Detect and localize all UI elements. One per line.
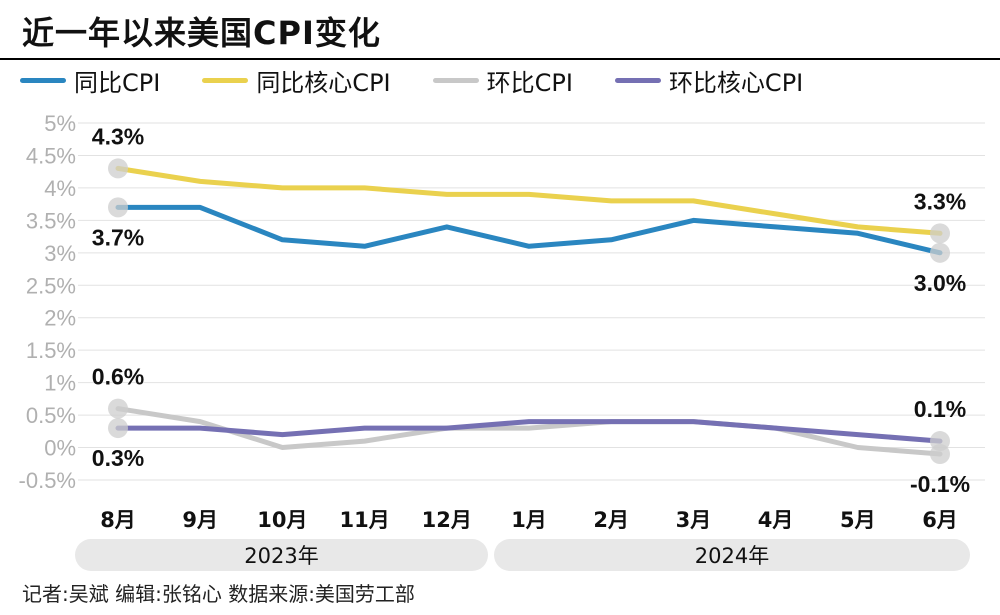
year-label-2023: 2023年 (75, 539, 488, 571)
y-tick-label: 1.5% (26, 338, 76, 363)
x-tick-label: 2月 (593, 508, 629, 532)
legend-item-yoy-cpi: 同比CPI (20, 63, 160, 98)
y-tick-label: 4.5% (26, 143, 76, 168)
data-label: 3.7% (92, 224, 144, 250)
series-line-3 (115, 419, 943, 444)
data-point-marker (108, 398, 128, 419)
x-tick-label: 5月 (840, 508, 876, 532)
legend-swatch (20, 77, 66, 83)
legend-swatch (614, 77, 661, 83)
chart-title: 近一年以来美国CPI变化 (22, 14, 381, 52)
y-tick-label: 0.5% (26, 403, 76, 428)
legend-item-mom-core-cpi: 环比核心CPI (614, 63, 804, 98)
y-tick-label: 5% (44, 111, 76, 136)
x-tick-label: 1月 (511, 508, 547, 532)
y-tick-label: 4% (44, 176, 76, 201)
legend-item-mom-cpi: 环比CPI (432, 63, 573, 98)
series-line-2 (115, 406, 943, 457)
data-label: 0.3% (92, 445, 144, 471)
series-line-0 (115, 204, 943, 256)
credit-line: 记者:吴斌 编辑:张铭心 数据来源:美国劳工部 (22, 582, 415, 606)
y-tick-label: 2.5% (26, 273, 76, 298)
title-divider (0, 58, 1000, 60)
y-tick-label: 0% (44, 436, 76, 461)
legend-swatch (202, 77, 249, 83)
x-tick-label: 6月 (922, 508, 958, 532)
data-point-marker (930, 223, 950, 244)
legend-swatch (432, 77, 479, 83)
y-tick-label: -0.5% (19, 468, 76, 493)
legend-label: 同比CPI (74, 68, 161, 97)
data-label: 0.6% (92, 364, 144, 390)
y-tick-label: 3% (44, 241, 76, 266)
x-tick-label: 10月 (257, 508, 307, 532)
series-line-1 (115, 165, 943, 236)
x-tick-label: 8月 (100, 508, 136, 532)
data-point-marker (108, 418, 128, 439)
data-label: 4.3% (92, 123, 144, 149)
x-tick-label: 12月 (422, 508, 472, 532)
x-tick-label: 4月 (758, 508, 794, 532)
legend-item-yoy-core-cpi: 同比核心CPI (202, 63, 391, 98)
x-tick-label: 11月 (339, 508, 389, 532)
data-point-marker (108, 197, 128, 218)
data-label: 3.0% (914, 270, 966, 296)
x-tick-label: 9月 (182, 508, 218, 532)
year-label-2024: 2024年 (494, 539, 970, 571)
x-tick-label: 3月 (676, 508, 712, 532)
data-label: 0.1% (914, 396, 966, 422)
data-point-marker (108, 158, 128, 179)
data-label: -0.1% (910, 471, 970, 497)
legend-label: 环比CPI (486, 68, 573, 97)
line-chart: 5% 4.5% 4% 3.5% 3% 2.5% 2% 1.5% 1% 0.5% 0% -0.5% 8月 9… (19, 111, 985, 532)
chart-legend: 同比CPI 同比核心CPI 环比CPI 环比核心CPI (20, 63, 845, 97)
y-tick-label: 3.5% (26, 208, 76, 233)
y-tick-label: 2% (44, 306, 76, 331)
data-label: 3.3% (914, 188, 966, 214)
y-tick-label: 1% (44, 371, 76, 396)
data-point-marker (930, 242, 950, 263)
legend-label: 环比核心CPI (668, 68, 804, 97)
legend-label: 同比核心CPI (256, 68, 391, 97)
data-point-marker (930, 444, 950, 465)
